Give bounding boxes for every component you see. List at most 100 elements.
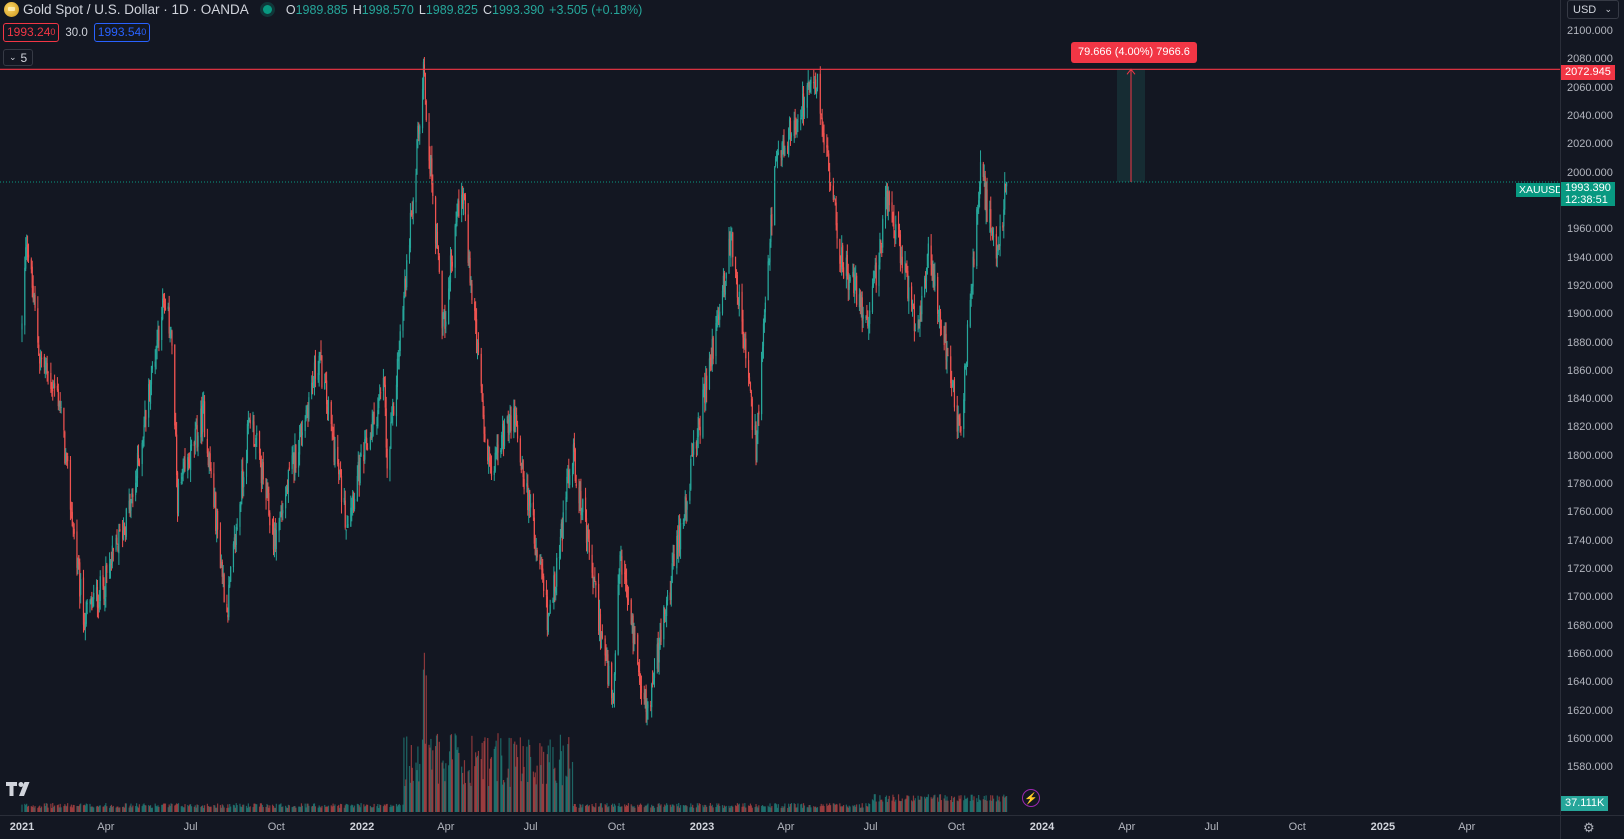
price-axis[interactable]: USD ⌄ 2100.000 2080.000 2060.000 2040.000 20… bbox=[1560, 0, 1624, 815]
candle-body bbox=[249, 419, 251, 424]
candle-body bbox=[462, 194, 465, 204]
candle-body bbox=[957, 415, 959, 431]
volume-bar bbox=[138, 804, 140, 812]
candle-body bbox=[376, 424, 378, 427]
candle-body bbox=[206, 438, 208, 454]
volume-bar bbox=[275, 803, 277, 812]
candle-body bbox=[266, 486, 268, 498]
volume-bar bbox=[878, 801, 880, 812]
candle-body bbox=[222, 574, 224, 576]
candle-body bbox=[194, 428, 196, 445]
candle-body bbox=[591, 554, 593, 573]
symbol-legend[interactable]: Gold Spot / U.S. Dollar · 1D · OANDA O19… bbox=[4, 1, 642, 18]
volume-bar bbox=[484, 737, 486, 812]
candle-body bbox=[475, 310, 477, 322]
volume-bar bbox=[695, 807, 698, 812]
volume-bar bbox=[364, 806, 366, 812]
candle-body bbox=[679, 523, 682, 550]
candle-body bbox=[956, 405, 958, 432]
candle-body bbox=[750, 391, 752, 398]
volume-bar bbox=[575, 806, 577, 812]
lightning-icon[interactable]: ⚡ bbox=[1022, 789, 1040, 807]
chart-pane[interactable]: Gold Spot / U.S. Dollar · 1D · OANDA O19… bbox=[0, 0, 1560, 815]
volume-bar bbox=[884, 796, 887, 812]
candle-body bbox=[747, 360, 750, 378]
buy-button[interactable]: 1993.540 bbox=[93, 23, 151, 42]
candle-body bbox=[350, 507, 352, 527]
volume-bar bbox=[719, 805, 721, 812]
symbol-title[interactable]: Gold Spot / U.S. Dollar · 1D · OANDA bbox=[23, 2, 249, 17]
volume-bar bbox=[849, 806, 851, 812]
candle-body bbox=[770, 215, 772, 242]
volume-bar bbox=[265, 806, 267, 812]
candle-body bbox=[421, 88, 424, 129]
candle-body bbox=[167, 306, 169, 309]
volume-bar bbox=[920, 796, 922, 812]
volume-bar bbox=[904, 799, 906, 812]
time-tick-label: Apr bbox=[437, 821, 455, 833]
candle-body bbox=[869, 310, 871, 324]
candle-body bbox=[647, 704, 649, 709]
candle-body bbox=[646, 708, 648, 715]
volume-bar bbox=[69, 806, 72, 812]
gear-icon[interactable]: ⚙ bbox=[1583, 820, 1595, 835]
volume-bar bbox=[339, 807, 341, 812]
volume-bar bbox=[410, 745, 412, 812]
volume-bar bbox=[358, 805, 360, 812]
candle-body bbox=[559, 536, 562, 559]
volume-bar bbox=[1002, 796, 1004, 812]
candle-body bbox=[312, 381, 315, 386]
candle-body bbox=[132, 494, 134, 497]
volume-bar bbox=[174, 805, 176, 812]
candle-body bbox=[697, 416, 699, 438]
volume-bar bbox=[99, 805, 101, 812]
candle-body bbox=[573, 442, 575, 452]
candle-body bbox=[117, 545, 119, 552]
volume-bar bbox=[966, 797, 969, 812]
candle-body bbox=[539, 560, 541, 565]
currency-dropdown[interactable]: USD ⌄ bbox=[1567, 0, 1619, 19]
candlestick-chart[interactable] bbox=[0, 0, 1560, 815]
candle-body bbox=[391, 417, 393, 423]
candle-body bbox=[540, 561, 542, 564]
candle-body bbox=[444, 312, 446, 329]
candle-body bbox=[207, 453, 209, 466]
chart-settings-corner[interactable]: ⚙ bbox=[1560, 815, 1624, 839]
candle-body bbox=[526, 483, 528, 487]
candle-body bbox=[873, 278, 875, 282]
volume-bar bbox=[489, 758, 492, 812]
candle-body bbox=[157, 328, 159, 342]
volume-bar bbox=[587, 806, 589, 812]
candle-body bbox=[497, 444, 499, 453]
volume-bar bbox=[104, 805, 106, 812]
volume-bar bbox=[56, 805, 58, 812]
candle-body bbox=[992, 231, 994, 239]
candle-body bbox=[409, 212, 412, 248]
candle-body bbox=[267, 489, 269, 493]
volume-bar bbox=[608, 806, 610, 812]
volume-bar bbox=[950, 800, 952, 812]
candle-body bbox=[582, 499, 584, 513]
candle-body bbox=[708, 358, 711, 390]
candle-body bbox=[979, 162, 982, 185]
chevron-down-icon: ⌄ bbox=[1604, 4, 1612, 14]
candle-body bbox=[847, 272, 849, 291]
volume-bar bbox=[670, 806, 672, 812]
volume-bar bbox=[93, 807, 95, 812]
candle-body bbox=[340, 476, 343, 502]
volume-bar bbox=[77, 806, 79, 812]
candle-body bbox=[402, 309, 404, 331]
indicators-toggle-button[interactable]: ⌄ 5 bbox=[3, 49, 34, 66]
volume-bar bbox=[723, 805, 725, 812]
time-axis[interactable]: 2021 Apr Jul Oct 2022 Apr Jul Oct 2023 Apr Jul Oct 2… bbox=[0, 815, 1560, 839]
candle-body bbox=[213, 473, 215, 507]
volume-bar bbox=[184, 804, 186, 812]
tradingview-logo-icon[interactable] bbox=[6, 782, 34, 796]
candle-body bbox=[308, 397, 310, 420]
candle-body bbox=[83, 622, 86, 631]
candle-body bbox=[866, 316, 868, 319]
sell-button[interactable]: 1993.240 bbox=[3, 23, 60, 42]
volume-bar bbox=[854, 804, 856, 812]
volume-bar bbox=[317, 807, 319, 812]
candle-body bbox=[820, 113, 822, 116]
